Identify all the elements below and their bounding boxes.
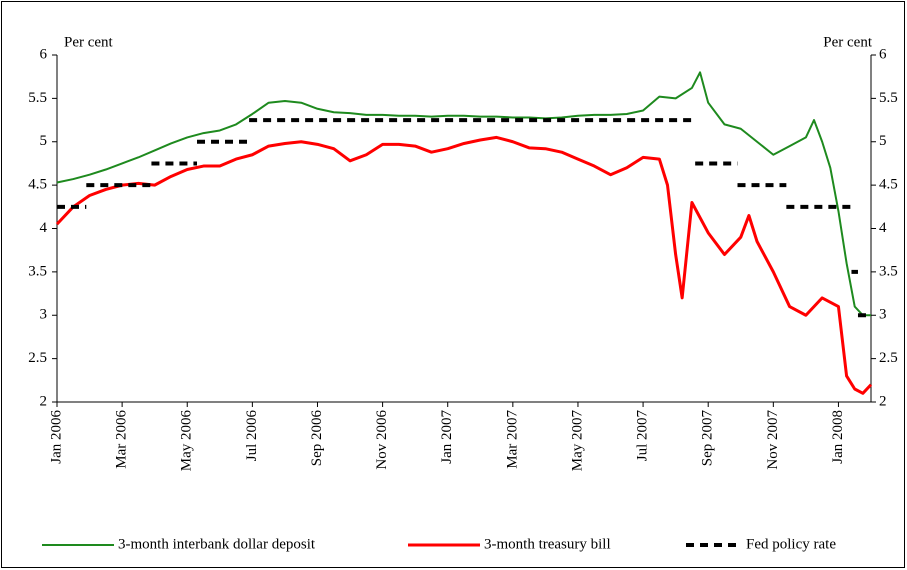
y-tick-label: 3.5 bbox=[28, 263, 47, 279]
y-tick-label: 2.5 bbox=[28, 350, 47, 366]
legend-label: 3-month interbank dollar deposit bbox=[118, 536, 316, 552]
y2-tick-label: 4 bbox=[879, 220, 887, 236]
x-tick-label: Nov 2007 bbox=[765, 410, 781, 470]
y-tick-label: 6 bbox=[40, 46, 48, 62]
x-tick-label: Sep 2006 bbox=[309, 410, 325, 467]
y-tick-label: 4 bbox=[40, 220, 48, 236]
legend-label: 3-month treasury bill bbox=[484, 536, 611, 552]
x-tick-label: Jul 2006 bbox=[244, 410, 260, 462]
y2-tick-label: 5 bbox=[879, 133, 887, 149]
x-tick-label: Nov 2006 bbox=[374, 410, 390, 470]
x-tick-label: Jan 2007 bbox=[439, 410, 455, 464]
y2-tick-label: 3 bbox=[879, 307, 887, 323]
y2-tick-label: 3.5 bbox=[879, 263, 898, 279]
y2-tick-label: 2 bbox=[879, 393, 887, 409]
y2-axis-label: Per cent bbox=[823, 34, 873, 50]
x-tick-label: May 2007 bbox=[569, 410, 585, 472]
y2-tick-label: 2.5 bbox=[879, 350, 898, 366]
x-tick-label: Jul 2007 bbox=[635, 410, 651, 462]
series-line bbox=[56, 71, 871, 317]
x-tick-label: Mar 2006 bbox=[114, 410, 130, 469]
y2-tick-label: 5.5 bbox=[879, 90, 898, 106]
series-line bbox=[55, 135, 873, 395]
y-tick-label: 5 bbox=[40, 133, 48, 149]
y-tick-label: 4.5 bbox=[28, 177, 47, 193]
x-tick-label: Jan 2008 bbox=[830, 410, 846, 464]
x-tick-label: Jan 2006 bbox=[48, 410, 64, 464]
legend-label: Fed policy rate bbox=[746, 536, 836, 552]
x-tick-label: May 2006 bbox=[179, 410, 195, 472]
y2-tick-label: 4.5 bbox=[879, 177, 898, 193]
y-tick-label: 5.5 bbox=[28, 90, 47, 106]
y2-tick-label: 6 bbox=[879, 46, 887, 62]
y-tick-label: 3 bbox=[40, 307, 48, 323]
x-tick-label: Sep 2007 bbox=[700, 410, 716, 467]
x-tick-label: Mar 2007 bbox=[504, 410, 520, 469]
y-axis-label: Per cent bbox=[64, 34, 114, 50]
y-tick-label: 2 bbox=[40, 393, 48, 409]
